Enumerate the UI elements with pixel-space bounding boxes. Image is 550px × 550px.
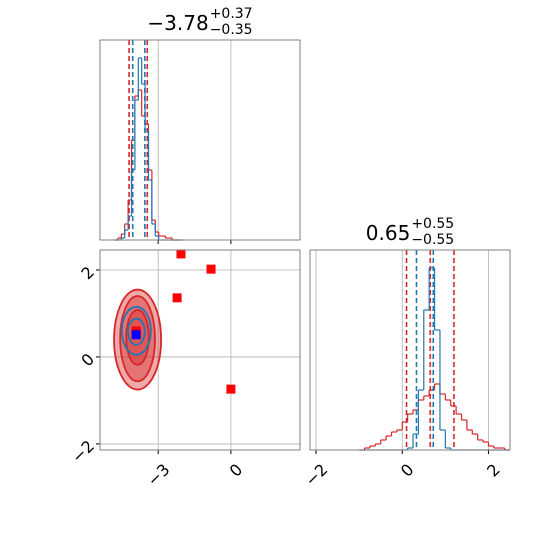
marker [172, 293, 182, 303]
x-tick-label: 0 [397, 460, 418, 481]
x-tick-label: 0 [226, 460, 247, 481]
y-tick-label: −2 [68, 436, 98, 466]
y-tick-label: 2 [77, 263, 98, 284]
x-tick-label: 2 [483, 460, 504, 481]
x-tick-label: −3 [143, 460, 173, 490]
title-lower-error: −0.35 [210, 22, 253, 38]
axes-frame [309, 249, 511, 451]
marker [206, 264, 216, 274]
title-upper-error: +0.55 [411, 216, 454, 232]
marker [176, 249, 186, 259]
y-tick-label: 0 [77, 350, 98, 371]
marker [131, 330, 141, 340]
contour [126, 317, 146, 346]
axes-frame [99, 39, 301, 241]
contour [120, 306, 152, 356]
title-value: 0.65 [366, 221, 411, 245]
title-upper-error: +0.37 [210, 6, 253, 22]
title-lower-error: −0.55 [411, 232, 454, 248]
x-tick-label: −2 [301, 460, 331, 490]
marker [226, 384, 236, 394]
axes-frame [99, 249, 301, 451]
title-value: −3.78 [147, 11, 208, 35]
